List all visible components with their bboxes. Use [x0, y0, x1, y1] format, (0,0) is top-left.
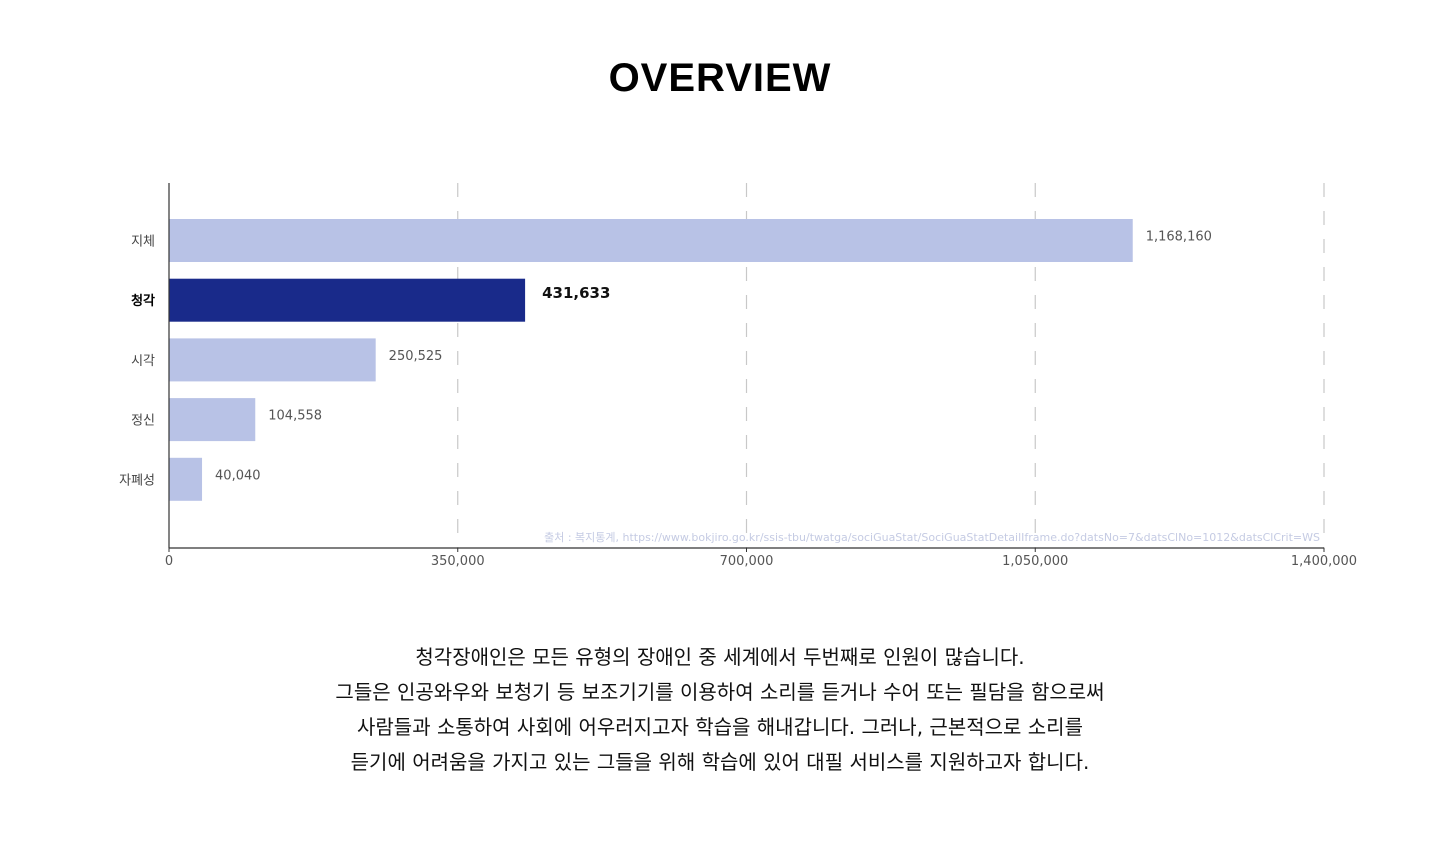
data-label: 250,525: [389, 349, 443, 364]
data-label: 104,558: [268, 409, 322, 424]
page-title: OVERVIEW: [608, 56, 832, 100]
bar: [169, 398, 256, 442]
category-label: 정신: [131, 414, 155, 429]
description-text: 청각장애인은 모든 유형의 장애인 중 세계에서 두번째로 인원이 많습니다. …: [0, 640, 1440, 780]
bar-chart: 출처 : 복지통계, https://www.bokjiro.go.kr/ssi…: [119, 183, 1357, 569]
data-label: 40,040: [215, 468, 261, 483]
x-tick-label: 700,000: [720, 554, 774, 569]
bar: [169, 219, 1133, 262]
x-tick-label: 350,000: [431, 554, 485, 569]
description-line: 듣기에 어려움을 가지고 있는 그들을 위해 학습에 있어 대필 서비스를 지원…: [350, 750, 1090, 774]
x-tick-label: 0: [165, 554, 173, 569]
x-tick-label: 1,050,000: [1002, 554, 1068, 569]
source-note: 출처 : 복지통계, https://www.bokjiro.go.kr/ssi…: [544, 531, 1320, 544]
bar: [169, 338, 376, 382]
bar: [169, 278, 526, 322]
category-label: 지체: [131, 235, 155, 250]
x-tick-label: 1,400,000: [1291, 554, 1357, 569]
data-label: 1,168,160: [1146, 230, 1212, 245]
category-label: 시각: [131, 354, 155, 369]
description-line: 청각장애인은 모든 유형의 장애인 중 세계에서 두번째로 인원이 많습니다.: [415, 645, 1025, 669]
category-label: 청각: [131, 293, 155, 309]
description-line: 그들은 인공와우와 보청기 등 보조기기를 이용하여 소리를 듣거나 수어 또는…: [335, 680, 1105, 704]
bar: [169, 457, 203, 501]
data-label: 431,633: [542, 284, 610, 302]
category-label: 자폐성: [119, 473, 155, 488]
description-line: 사람들과 소통하여 사회에 어우러지고자 학습을 해내갑니다. 그러나, 근본적…: [357, 715, 1083, 739]
